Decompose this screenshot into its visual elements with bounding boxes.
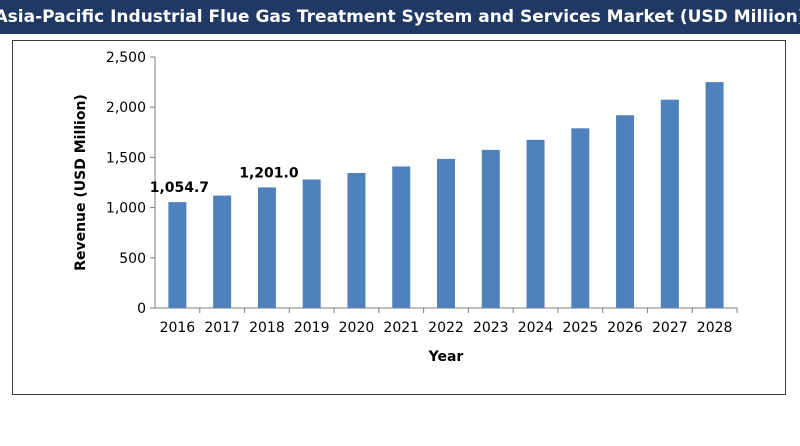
x-tick-label: 2026 <box>607 320 643 336</box>
bar <box>481 149 500 308</box>
bar <box>571 128 590 308</box>
bar-chart: Revenue (USD Million) Year 0 500 1,000 1,50… <box>73 50 738 365</box>
y-axis-title: Revenue (USD Million) <box>73 94 89 271</box>
bar <box>392 166 411 308</box>
x-tick-label: 2023 <box>473 320 509 336</box>
x-tick-label: 2019 <box>294 320 330 336</box>
x-axis-title: Year <box>428 349 464 365</box>
y-tick-label: 500 <box>119 251 146 267</box>
chart-title-bar: Asia-Pacific Industrial Flue Gas Treatme… <box>0 0 800 34</box>
chart-title: Asia-Pacific Industrial Flue Gas Treatme… <box>0 7 800 27</box>
x-tick-label: 2021 <box>383 320 419 336</box>
x-tick-label: 2017 <box>204 320 240 336</box>
bar <box>213 195 232 308</box>
y-tick-label: 0 <box>137 301 146 317</box>
x-tick-label: 2020 <box>339 320 375 336</box>
bar <box>347 172 366 308</box>
x-tick-label: 2022 <box>428 320 464 336</box>
x-tick-label: 2024 <box>518 320 554 336</box>
y-tick-label: 1,500 <box>106 150 146 166</box>
bar <box>660 99 679 308</box>
chart-frame: Revenue (USD Million) Year 0 500 1,000 1,50… <box>12 40 786 395</box>
bar <box>168 202 187 308</box>
bar <box>616 115 635 309</box>
data-label: 1,054.7 <box>150 180 209 196</box>
y-tick-label: 1,000 <box>106 201 146 217</box>
bar <box>302 179 321 308</box>
bar <box>437 158 455 308</box>
bar <box>257 187 276 308</box>
y-tick-label: 2,500 <box>106 50 146 66</box>
y-tick-label: 2,000 <box>106 100 146 116</box>
x-tick-label: 2018 <box>249 320 285 336</box>
x-tick-label: 2027 <box>652 320 688 336</box>
bar <box>705 82 724 308</box>
x-tick-label: 2028 <box>697 320 733 336</box>
x-tick-label: 2025 <box>562 320 598 336</box>
x-tick-label: 2016 <box>160 320 196 336</box>
bar <box>526 139 545 308</box>
data-label: 1,201.0 <box>239 165 299 181</box>
